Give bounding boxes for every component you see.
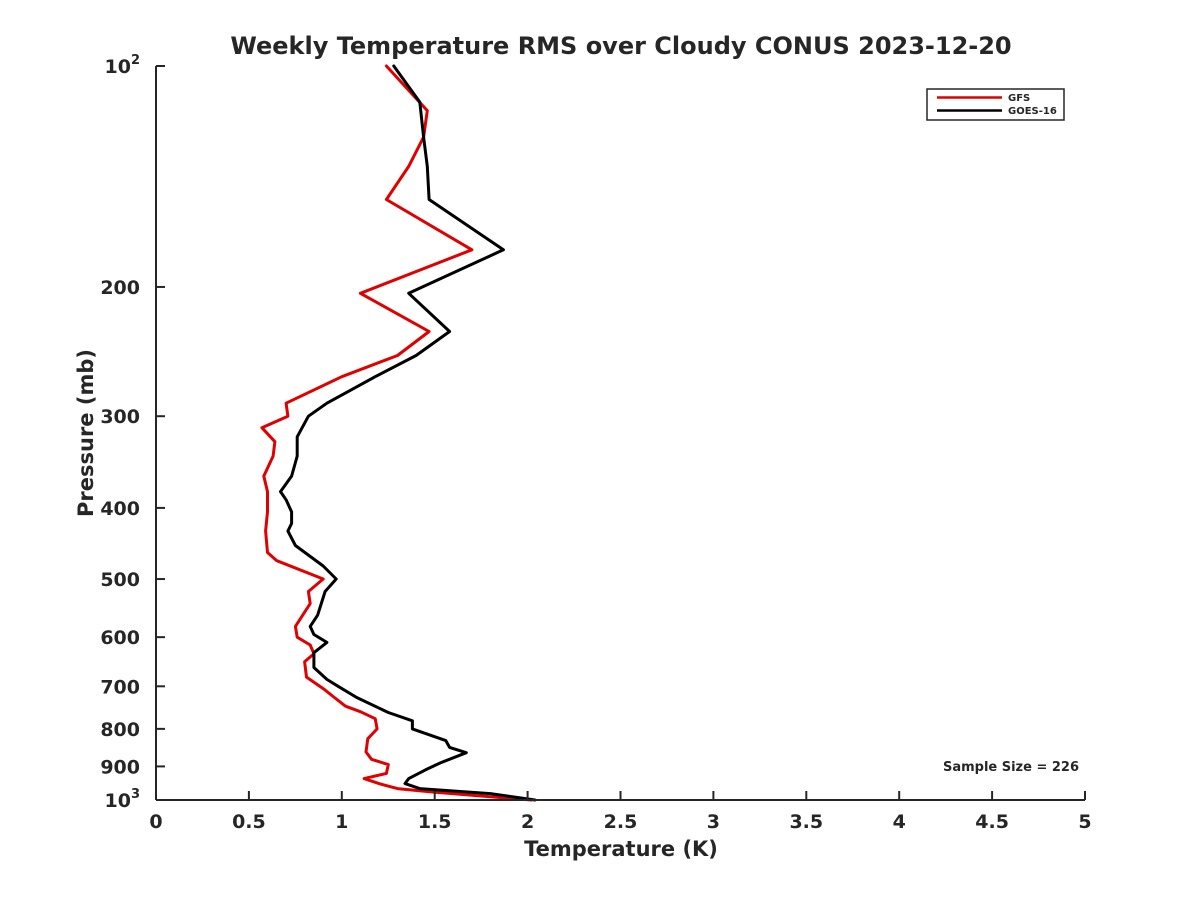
y-ticks: 102 200 300 400 500 600 700 800 900 103	[100, 53, 165, 812]
x-tick-label: 2.5	[604, 811, 638, 833]
x-tick-label: 0.5	[232, 811, 266, 833]
legend-label-goes-16: GOES-16	[1008, 106, 1057, 117]
y-tick-label: 700	[100, 676, 140, 698]
y-tick-label: 800	[100, 719, 140, 741]
y-tick-label: 102	[105, 53, 141, 78]
legend-box	[926, 88, 1065, 121]
x-tick-label: 1	[335, 811, 348, 833]
legend-label-gfs: GFS	[1008, 93, 1030, 104]
series-line-gfs	[260, 64, 533, 802]
y-axis-label: Pressure (mb)	[74, 349, 98, 517]
sample-size-annotation: Sample Size = 226	[943, 760, 1079, 775]
chart-title: Weekly Temperature RMS over Cloudy CONUS…	[230, 32, 1011, 60]
x-tick-label: 1.5	[418, 811, 452, 833]
x-tick-label: 4	[893, 811, 906, 833]
y-tick-label: 200	[100, 277, 140, 299]
y-tick-label: 600	[100, 627, 140, 649]
y-tick-label: 500	[100, 569, 140, 591]
x-tick-label: 0	[149, 811, 162, 833]
x-tick-label: 4.5	[975, 811, 1009, 833]
y-tick-label: 400	[100, 498, 140, 520]
x-ticks: 0 0.5 1 1.5 2 2.5 3 3.5 4 4.5 5	[149, 791, 1092, 833]
y-tick-label: 103	[105, 787, 141, 812]
x-axis-label: Temperature (K)	[524, 837, 718, 861]
x-tick-label: 3	[707, 811, 720, 833]
x-tick-label: 2	[521, 811, 534, 833]
series-line-goes-16	[279, 64, 537, 802]
y-tick-label: 900	[100, 756, 140, 778]
y-tick-label: 300	[100, 406, 140, 428]
legend: GFS GOES-16	[926, 88, 1065, 121]
series-layer	[260, 64, 537, 802]
x-tick-label: 5	[1078, 811, 1091, 833]
x-tick-label: 3.5	[789, 811, 823, 833]
